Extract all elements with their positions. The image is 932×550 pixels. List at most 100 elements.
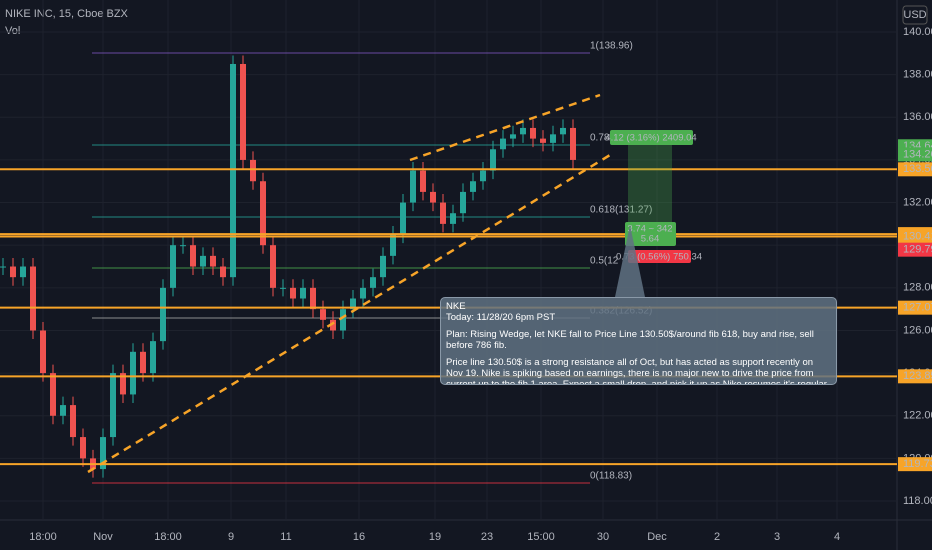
candle (470, 181, 476, 192)
candle (170, 245, 176, 288)
fib-label: 0.5(12 (590, 256, 619, 267)
candle (510, 134, 516, 139)
candle (390, 234, 396, 256)
time-tick-label: 18:00 (29, 531, 57, 543)
price-marker-label: 133.56 (903, 163, 932, 175)
candle (550, 134, 556, 143)
candle (210, 255, 216, 267)
candle (80, 437, 86, 459)
candle (100, 437, 106, 470)
measure-bottom-box (628, 250, 691, 263)
price-tick-label: 122.00 (903, 410, 932, 422)
time-tick-label: 19 (429, 531, 441, 543)
time-tick-label: 30 (597, 531, 609, 543)
symbol: NIKE INC, 15, Cboe BZX (5, 8, 129, 20)
price-tick-label: 138.00 (903, 69, 932, 81)
candle (270, 245, 276, 288)
candle (120, 373, 126, 395)
measure-top-box (610, 130, 693, 145)
price-marker (898, 300, 932, 315)
candle (10, 266, 16, 278)
candle (560, 127, 566, 135)
candle (290, 287, 296, 299)
time-tick-label: 15:00 (527, 531, 555, 543)
note-title: NKE (446, 301, 466, 312)
candle (540, 138, 546, 143)
candle (240, 63, 246, 160)
measure-range (628, 145, 672, 230)
candle (20, 266, 26, 278)
candle (50, 373, 56, 416)
price-marker-label: 129.79 (903, 244, 932, 256)
candle (70, 405, 76, 438)
candle (0, 266, 6, 268)
candle (260, 181, 266, 246)
candle (220, 266, 226, 278)
candle (140, 351, 146, 374)
price-tick-label: 128.00 (903, 282, 932, 294)
candle (410, 170, 416, 203)
candle (110, 373, 116, 438)
candle (130, 351, 136, 395)
candle (480, 170, 486, 182)
candle (350, 298, 356, 310)
time-tick-label: 23 (481, 531, 493, 543)
volume-label: Vol (5, 25, 20, 37)
time-tick-label: 4 (834, 531, 840, 543)
time-tick-label: Dec (647, 531, 667, 543)
price-marker (898, 229, 932, 244)
price-marker (898, 457, 932, 472)
fib-label: 0.786 (590, 133, 615, 144)
time-tick-label: 2 (714, 531, 720, 543)
candle (370, 277, 376, 288)
wedge-lower (87, 153, 611, 474)
price-marker (898, 242, 932, 257)
price-marker-label: 119.73 (903, 458, 932, 470)
candle (40, 330, 46, 374)
candle (200, 255, 206, 267)
price-tick-label: 136.00 (903, 111, 932, 123)
candle (180, 245, 186, 247)
candle (190, 245, 196, 267)
candle (450, 213, 456, 224)
candle (420, 170, 426, 192)
candle (340, 309, 346, 331)
candle (380, 255, 386, 278)
time-tick-label: 11 (280, 531, 291, 543)
candle (250, 159, 256, 182)
price-marker (898, 162, 932, 177)
price-tick-label: 118.00 (903, 495, 932, 507)
candle (500, 138, 506, 150)
candle (490, 149, 496, 171)
price-marker-label: 134.26 (903, 148, 932, 160)
candle (300, 287, 306, 299)
price-marker-label: 123.85 (903, 370, 932, 382)
candle (330, 319, 336, 331)
candle (160, 287, 166, 342)
currency-box (902, 5, 928, 25)
candle (440, 202, 446, 224)
time-tick-label: 18:00 (154, 531, 182, 543)
fib-label: 0.618(131.27) (590, 205, 652, 216)
price-marker-label: 130.41 (903, 230, 932, 242)
price-marker (898, 369, 932, 384)
candle (520, 127, 526, 135)
time-tick-label: Nov (93, 531, 113, 543)
candle (360, 287, 366, 299)
note-plan: Plan: Rising Wedge, let NKE fall to Pric… (446, 329, 814, 351)
time-tick-label: 9 (228, 531, 234, 543)
note-body: Price line 130.50$ is a strong resistanc… (446, 357, 827, 385)
note-date: Today: 11/28/20 6pm PST (446, 312, 556, 323)
measure-bottom: 0.73 (0.56%) 750.34 (616, 252, 702, 263)
fib-label: 1(138.96) (590, 41, 633, 52)
candle (230, 63, 236, 278)
time-tick-label: 3 (774, 531, 780, 543)
candle (570, 127, 576, 160)
measure-middle: 5.64 (641, 234, 660, 245)
price-tick-label: 140.00 (903, 26, 932, 38)
candle (400, 202, 406, 235)
candle (150, 341, 156, 374)
